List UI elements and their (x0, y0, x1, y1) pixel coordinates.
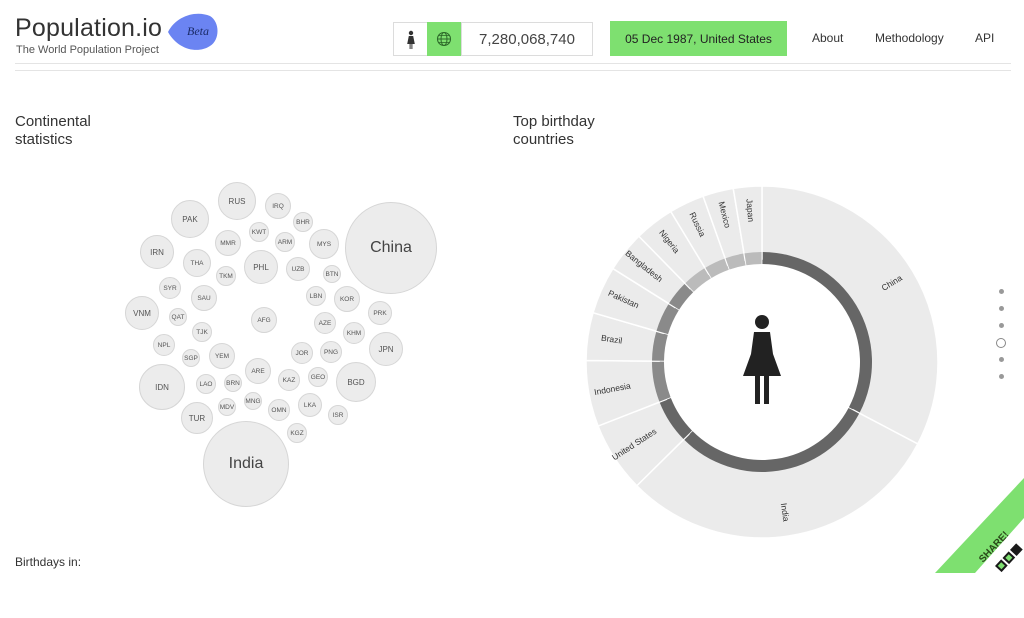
continental-bubble-chart: RUS IRQ PAK BHR KWT MMR ARM MYS China IRN THA PHL UZ… (0, 0, 500, 573)
country-bubble-vnm[interactable]: VNM (125, 296, 159, 330)
country-bubble-lka[interactable]: LKA (298, 393, 322, 417)
female-person-icon (743, 315, 781, 404)
ring-segment-united-states (659, 398, 693, 440)
country-bubble-mng[interactable]: MNG (244, 392, 262, 410)
country-bubble-jpn[interactable]: JPN (369, 332, 403, 366)
country-bubble-china[interactable]: China (345, 202, 437, 294)
beta-badge-icon (168, 13, 218, 50)
header-divider-2 (15, 70, 1011, 71)
world-population-counter: 7,280,068,740 (461, 22, 593, 56)
country-bubble-sgp[interactable]: SGP (182, 349, 200, 367)
country-bubble-aze[interactable]: AZE (314, 312, 336, 334)
country-bubble-lbn[interactable]: LBN (306, 286, 326, 306)
ring-segment-brazil (652, 331, 668, 361)
country-bubble-brn[interactable]: BRN (224, 374, 242, 392)
country-bubble-are[interactable]: ARE (245, 358, 271, 384)
country-bubble-tkm[interactable]: TKM (216, 266, 236, 286)
ring-segment-mexico (725, 253, 746, 270)
slice-label-japan: Japan (744, 198, 756, 222)
share-ribbon-shape (935, 478, 1024, 573)
gender-toggle-button[interactable] (393, 22, 427, 56)
nav-about[interactable]: About (812, 31, 844, 45)
ring-segment-russia (705, 258, 729, 278)
female-person-icon (407, 30, 415, 49)
share-ribbon[interactable]: SHARE! (935, 478, 1024, 618)
country-bubble-geo[interactable]: GEO (308, 367, 328, 387)
country-bubble-jor[interactable]: JOR (291, 342, 313, 364)
birthday-title-line2: countries (513, 131, 574, 148)
continental-title-line2: statistics (15, 131, 73, 148)
country-bubble-arm[interactable]: ARM (275, 232, 295, 252)
country-bubble-bhr[interactable]: BHR (293, 212, 313, 232)
ring-segment-japan (744, 252, 762, 266)
country-bubble-afg[interactable]: AFG (251, 307, 277, 333)
birthdays-in-label: Birthdays in: (15, 555, 82, 569)
ring-segment-nigeria (685, 268, 711, 292)
page-dot[interactable] (999, 323, 1004, 328)
page-dot[interactable] (999, 289, 1004, 294)
country-bubble-uzb[interactable]: UZB (286, 257, 310, 281)
country-bubble-prk[interactable]: PRK (368, 301, 392, 325)
country-bubble-irn[interactable]: IRN (140, 235, 174, 269)
country-bubble-tjk[interactable]: TJK (192, 322, 212, 342)
continental-title-line1: Continental (15, 113, 91, 130)
country-bubble-kgz[interactable]: KGZ (287, 423, 307, 443)
country-bubble-bgd[interactable]: BGD (336, 362, 376, 402)
ring-segment-pakistan (656, 303, 679, 335)
country-bubble-rus[interactable]: RUS (218, 182, 256, 220)
slice-label-brazil: Brazil (600, 333, 623, 346)
top-birthday-countries-title: Top birthday countries (513, 113, 633, 149)
country-bubble-png[interactable]: PNG (320, 341, 342, 363)
country-bubble-mys[interactable]: MYS (309, 229, 339, 259)
country-bubble-omn[interactable]: OMN (268, 399, 290, 421)
ring-segment-india (684, 407, 860, 472)
country-bubble-btn[interactable]: BTN (323, 265, 341, 283)
beta-label: Beta (187, 24, 209, 38)
slice-label-india: India (779, 502, 792, 522)
page-dot-active[interactable] (996, 338, 1006, 348)
page-dot[interactable] (999, 306, 1004, 311)
country-bubble-irq[interactable]: IRQ (265, 193, 291, 219)
logo-title[interactable]: Population.io (15, 14, 163, 42)
ring-segment-china (762, 252, 872, 413)
country-bubble-kwt[interactable]: KWT (249, 222, 269, 242)
birthdate-country-button[interactable]: 05 Dec 1987, United States (610, 21, 787, 56)
country-bubble-lao[interactable]: LAO (196, 374, 216, 394)
country-bubble-kaz[interactable]: KAZ (278, 369, 300, 391)
country-bubble-yem[interactable]: YEM (209, 343, 235, 369)
header-divider (15, 63, 1011, 64)
nav-api[interactable]: API (975, 31, 995, 45)
qr-code-icon (995, 543, 1023, 573)
country-bubble-khm[interactable]: KHM (343, 322, 365, 344)
page-dot[interactable] (999, 357, 1004, 362)
logo-subtitle: The World Population Project (16, 44, 159, 56)
country-bubble-isr[interactable]: ISR (328, 405, 348, 425)
nav-methodology[interactable]: Methodology (875, 31, 944, 45)
country-bubble-qat[interactable]: QAT (169, 308, 187, 326)
country-bubble-phl[interactable]: PHL (244, 250, 278, 284)
globe-icon (436, 31, 452, 47)
country-bubble-mdv[interactable]: MDV (218, 398, 236, 416)
country-bubble-syr[interactable]: SYR (159, 277, 181, 299)
ring-segment-bangladesh (669, 283, 694, 310)
country-bubble-kor[interactable]: KOR (334, 286, 360, 312)
birthday-title-line1: Top birthday (513, 113, 595, 130)
continental-statistics-title: Continental statistics (15, 113, 135, 149)
country-bubble-npl[interactable]: NPL (153, 334, 175, 356)
globe-toggle-button[interactable] (427, 22, 461, 56)
page-dot[interactable] (999, 374, 1004, 379)
country-bubble-tha[interactable]: THA (183, 249, 211, 277)
country-bubble-tur[interactable]: TUR (181, 402, 213, 434)
country-bubble-india[interactable]: India (203, 421, 289, 507)
country-bubble-idn[interactable]: IDN (139, 364, 185, 410)
ring-segment-indonesia (652, 361, 671, 402)
country-bubble-mmr[interactable]: MMR (215, 230, 241, 256)
country-bubble-pak[interactable]: PAK (171, 200, 209, 238)
country-bubble-sau[interactable]: SAU (191, 285, 217, 311)
